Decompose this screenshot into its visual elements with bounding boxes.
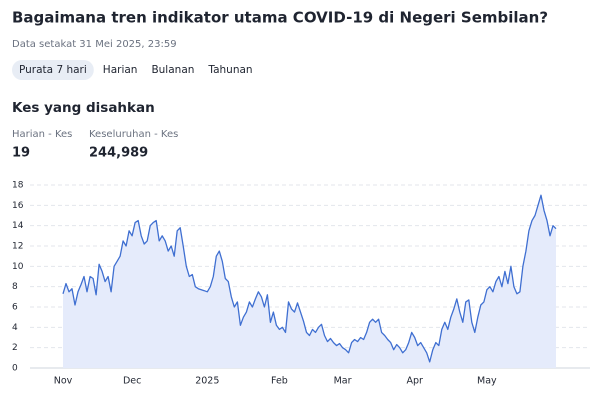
x-tick-label: Dec <box>123 376 141 387</box>
y-tick-label: 18 <box>12 181 24 191</box>
area <box>63 195 556 368</box>
page-title: Bagaimana tren indikator utama COVID-19 … <box>12 9 548 27</box>
line <box>62 194 557 363</box>
x-tick-label: Mar <box>334 376 352 387</box>
tab-label[interactable]: Harian <box>103 64 138 76</box>
x-tick-label: Apr <box>406 376 423 387</box>
section-title: Kes yang disahkan <box>12 100 155 116</box>
stat-label: Keseluruhan - Kes <box>89 129 178 140</box>
y-tick-label: 4 <box>12 323 18 333</box>
y-tick-label: 12 <box>12 242 23 252</box>
stat-label: Harian - Kes <box>12 129 72 140</box>
y-tick-label: 10 <box>12 262 24 272</box>
subtitle: Data setakat 31 Mei 2025, 23:59 <box>12 39 177 50</box>
y-tick-label: 2 <box>12 343 18 353</box>
x-tick-label: 2025 <box>195 376 219 387</box>
x-tick-label: May <box>477 376 497 387</box>
stat-value: 244,989 <box>89 146 148 161</box>
y-tick-label: 0 <box>12 364 18 374</box>
tab-label[interactable]: Bulanan <box>151 64 194 76</box>
tab-bar: Purata 7 hari Harian Bulanan Tahunan <box>12 60 253 80</box>
y-tick-label: 8 <box>12 282 18 292</box>
tab-label[interactable]: Tahunan <box>207 64 252 76</box>
y-tick-label: 14 <box>12 221 24 231</box>
tab-selected[interactable] <box>12 60 94 80</box>
tab-label[interactable]: Purata 7 hari <box>19 64 87 76</box>
y-tick-label: 16 <box>12 201 24 211</box>
x-tick-label: Nov <box>54 376 73 387</box>
stat-value: 19 <box>12 146 30 161</box>
y-tick-label: 6 <box>12 303 18 313</box>
x-tick-label: Feb <box>271 376 288 387</box>
